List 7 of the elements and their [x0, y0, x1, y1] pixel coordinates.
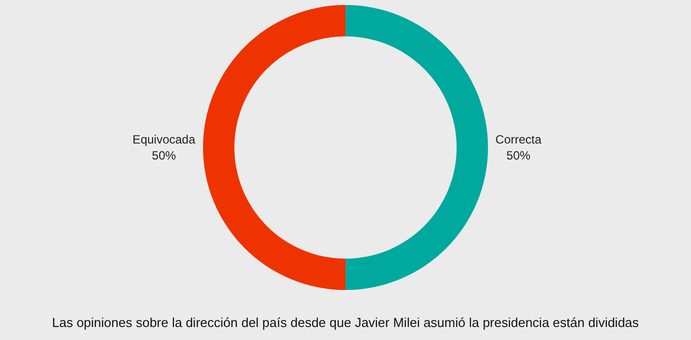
data-label: 50% [506, 148, 531, 162]
donut-slice [203, 5, 346, 290]
data-label: 50% [152, 148, 176, 162]
text: Las opiniones sobre la dirección del país desde que Javier Milei asumió la presidencia están divididas [52, 315, 640, 330]
donut-slice [346, 5, 488, 290]
slice-label: Equivocada [132, 132, 196, 147]
slice-label: Correcta [495, 132, 542, 147]
